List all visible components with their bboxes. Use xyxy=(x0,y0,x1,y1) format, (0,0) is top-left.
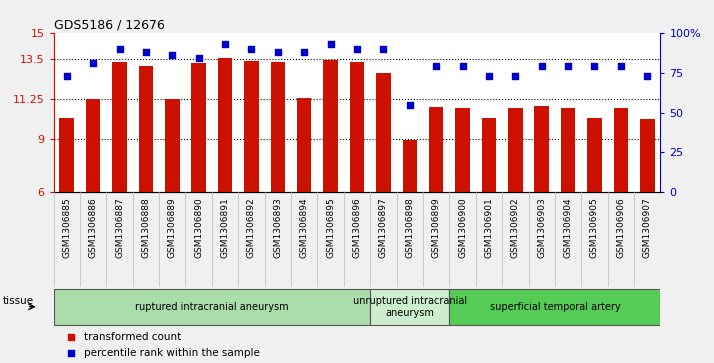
Text: ruptured intracranial aneurysm: ruptured intracranial aneurysm xyxy=(135,302,288,312)
Bar xyxy=(165,99,179,192)
Text: GSM1306885: GSM1306885 xyxy=(62,197,71,258)
Bar xyxy=(112,62,127,192)
Point xyxy=(510,73,521,79)
Text: GSM1306888: GSM1306888 xyxy=(141,197,151,258)
Text: GSM1306901: GSM1306901 xyxy=(484,197,493,258)
Text: superficial temporal artery: superficial temporal artery xyxy=(490,302,620,312)
Bar xyxy=(271,62,285,192)
Text: unruptured intracranial
aneurysm: unruptured intracranial aneurysm xyxy=(353,296,467,318)
Text: GSM1306891: GSM1306891 xyxy=(221,197,230,258)
Text: GSM1306900: GSM1306900 xyxy=(458,197,467,258)
Bar xyxy=(59,118,74,192)
Bar xyxy=(350,62,364,192)
Point xyxy=(431,63,442,69)
Point xyxy=(298,49,310,55)
Bar xyxy=(587,118,602,192)
Text: GSM1306890: GSM1306890 xyxy=(194,197,203,258)
Point xyxy=(246,46,257,52)
Bar xyxy=(86,99,101,192)
Bar xyxy=(244,61,258,192)
Bar xyxy=(370,289,449,325)
Bar xyxy=(560,108,575,192)
Text: GSM1306897: GSM1306897 xyxy=(379,197,388,258)
Text: GSM1306907: GSM1306907 xyxy=(643,197,652,258)
Point xyxy=(114,46,125,52)
Bar xyxy=(218,57,232,192)
Text: GSM1306902: GSM1306902 xyxy=(511,197,520,258)
Bar xyxy=(429,107,443,192)
Text: GSM1306887: GSM1306887 xyxy=(115,197,124,258)
Text: GSM1306895: GSM1306895 xyxy=(326,197,335,258)
Bar xyxy=(376,73,391,192)
Bar xyxy=(323,60,338,192)
Point xyxy=(589,63,600,69)
Text: GSM1306893: GSM1306893 xyxy=(273,197,282,258)
Bar xyxy=(640,119,655,192)
Point xyxy=(563,63,574,69)
Bar xyxy=(139,66,154,192)
Bar xyxy=(613,108,628,192)
Text: GSM1306892: GSM1306892 xyxy=(247,197,256,258)
Bar xyxy=(54,289,370,325)
Text: GSM1306904: GSM1306904 xyxy=(563,197,573,258)
Text: GSM1306886: GSM1306886 xyxy=(89,197,98,258)
Text: GSM1306905: GSM1306905 xyxy=(590,197,599,258)
Point xyxy=(193,55,204,61)
Text: GDS5186 / 12676: GDS5186 / 12676 xyxy=(54,19,164,32)
Text: GSM1306898: GSM1306898 xyxy=(406,197,414,258)
Point xyxy=(642,73,653,79)
Bar xyxy=(297,98,311,192)
Text: GSM1306889: GSM1306889 xyxy=(168,197,177,258)
Text: GSM1306896: GSM1306896 xyxy=(353,197,361,258)
Text: percentile rank within the sample: percentile rank within the sample xyxy=(84,348,260,358)
Text: GSM1306906: GSM1306906 xyxy=(616,197,625,258)
Bar xyxy=(535,106,549,192)
Point xyxy=(378,46,389,52)
Point xyxy=(272,49,283,55)
Point xyxy=(457,63,468,69)
Point xyxy=(66,350,77,356)
Point xyxy=(61,73,72,79)
Text: GSM1306903: GSM1306903 xyxy=(537,197,546,258)
Bar xyxy=(191,63,206,192)
Bar xyxy=(508,108,523,192)
Bar xyxy=(456,108,470,192)
Point xyxy=(140,49,151,55)
Point xyxy=(483,73,495,79)
Bar xyxy=(449,289,660,325)
Point xyxy=(325,41,336,47)
Point xyxy=(404,102,416,107)
Point xyxy=(219,41,231,47)
Text: tissue: tissue xyxy=(3,296,34,306)
Text: GSM1306899: GSM1306899 xyxy=(432,197,441,258)
Point xyxy=(66,334,77,340)
Text: GSM1306894: GSM1306894 xyxy=(300,197,308,258)
Point xyxy=(615,63,627,69)
Text: transformed count: transformed count xyxy=(84,332,181,342)
Point xyxy=(351,46,363,52)
Point xyxy=(536,63,548,69)
Bar xyxy=(482,118,496,192)
Point xyxy=(87,60,99,66)
Bar xyxy=(403,140,417,192)
Point xyxy=(166,52,178,58)
